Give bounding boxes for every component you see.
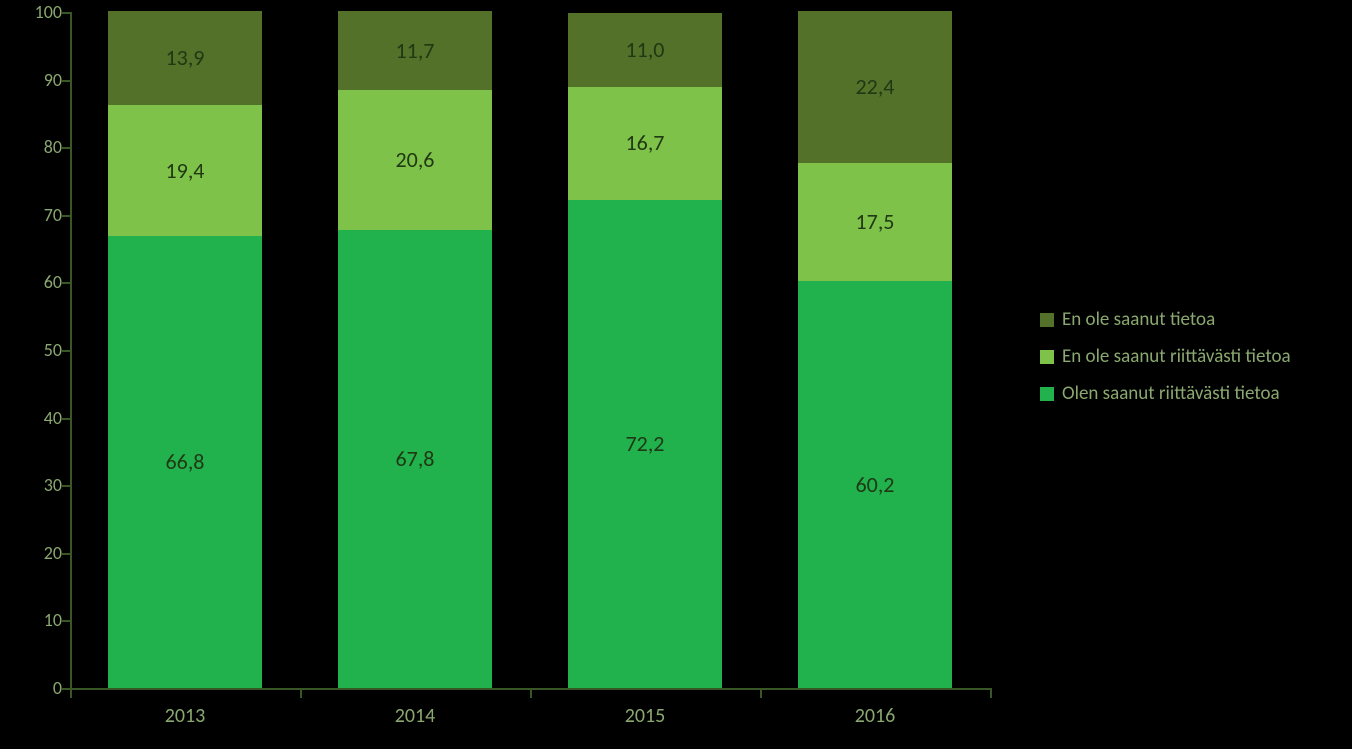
- y-tick-mark: [62, 620, 70, 622]
- bar-segment-label: 60,2: [798, 471, 952, 498]
- x-tick-label: 2014: [365, 704, 465, 728]
- x-tick-label: 2015: [595, 704, 695, 728]
- stacked-bar-chart: 0102030405060708090100 2013201420152016 …: [0, 0, 1352, 749]
- y-tick-mark: [62, 688, 70, 690]
- y-tick-mark: [62, 553, 70, 555]
- bar-segment-label: 17,5: [798, 208, 952, 235]
- bar-segment-label: 13,9: [108, 44, 262, 71]
- y-tick-label: 90: [12, 69, 62, 91]
- bar-segment-label: 16,7: [568, 129, 722, 156]
- legend-label: En ole saanut tietoa: [1062, 308, 1215, 331]
- legend-item: Olen saanut riittävästi tietoa: [1040, 382, 1291, 405]
- legend-item: En ole saanut riittävästi tietoa: [1040, 345, 1291, 368]
- legend-item: En ole saanut tietoa: [1040, 308, 1291, 331]
- bar-segment-label: 66,8: [108, 448, 262, 475]
- bar-group: 60,2 17,5 22,4: [798, 12, 952, 688]
- y-tick-label: 50: [12, 339, 62, 361]
- x-tick-label: 2013: [135, 704, 235, 728]
- bar-segment-label: 67,8: [338, 445, 492, 472]
- legend: En ole saanut tietoa En ole saanut riitt…: [1040, 308, 1291, 419]
- x-tick-mark: [300, 690, 302, 698]
- y-tick-mark: [62, 282, 70, 284]
- y-tick-label: 60: [12, 271, 62, 293]
- legend-label: En ole saanut riittävästi tietoa: [1062, 345, 1291, 368]
- bar-group: 67,8 20,6 11,7: [338, 12, 492, 688]
- x-tick-mark: [990, 690, 992, 698]
- legend-swatch: [1040, 350, 1054, 364]
- y-tick-mark: [62, 12, 70, 14]
- legend-swatch: [1040, 313, 1054, 327]
- bar-segment-label: 11,7: [338, 37, 492, 64]
- bar-segment-label: 72,2: [568, 430, 722, 457]
- x-tick-mark: [70, 690, 72, 698]
- legend-swatch: [1040, 387, 1054, 401]
- bar-segment-label: 11,0: [568, 36, 722, 63]
- x-tick-mark: [530, 690, 532, 698]
- y-tick-label: 0: [12, 677, 62, 699]
- bar-segment-label: 19,4: [108, 157, 262, 184]
- y-tick-label: 20: [12, 542, 62, 564]
- y-tick-label: 40: [12, 407, 62, 429]
- y-tick-mark: [62, 80, 70, 82]
- x-tick-mark: [760, 690, 762, 698]
- y-tick-mark: [62, 147, 70, 149]
- y-tick-mark: [62, 350, 70, 352]
- bar-group: 66,8 19,4 13,9: [108, 12, 262, 688]
- y-tick-label: 10: [12, 609, 62, 631]
- bar-group: 72,2 16,7 11,0: [568, 12, 722, 688]
- bar-segment-label: 20,6: [338, 146, 492, 173]
- bar-segment-label: 22,4: [798, 73, 952, 100]
- legend-label: Olen saanut riittävästi tietoa: [1062, 382, 1280, 405]
- y-tick-mark: [62, 215, 70, 217]
- y-tick-label: 70: [12, 204, 62, 226]
- y-tick-label: 80: [12, 136, 62, 158]
- x-tick-label: 2016: [825, 704, 925, 728]
- y-tick-mark: [62, 485, 70, 487]
- y-tick-label: 100: [12, 1, 62, 23]
- y-tick-mark: [62, 418, 70, 420]
- y-tick-label: 30: [12, 474, 62, 496]
